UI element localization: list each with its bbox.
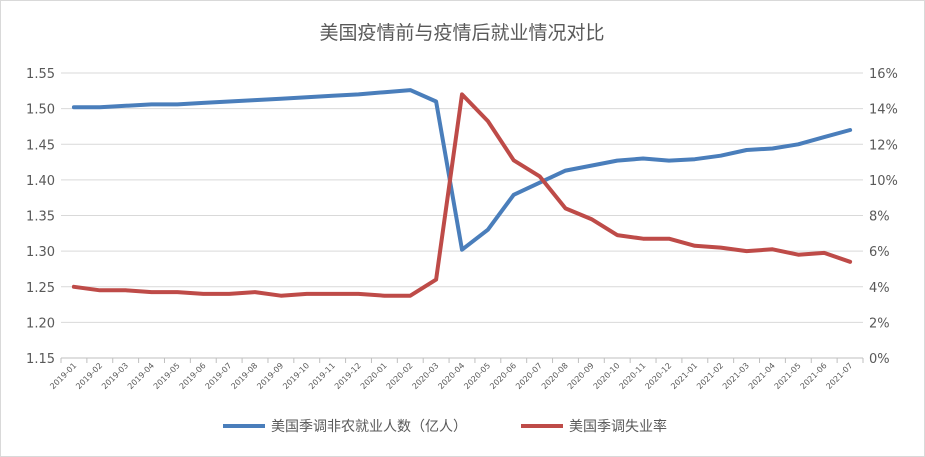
x-tick-label: 2021-02 <box>695 361 725 391</box>
series-line-employment <box>71 88 853 252</box>
y-left-tick-label: 1.20 <box>26 316 55 331</box>
x-tick-label: 2019-07 <box>204 361 234 391</box>
y-right-tick-label: 4% <box>869 281 890 296</box>
legend-label-unemployment: 美国季调失业率 <box>569 418 667 435</box>
y-axis-right: 0% 2% 4% 6% 8% 10% 12% 14% 16% <box>869 67 898 367</box>
x-tick-label: 2019-08 <box>229 361 259 391</box>
x-axis: 2019-012019-022019-032019-042019-052019-… <box>48 357 864 391</box>
x-tick-label: 2020-09 <box>566 361 596 391</box>
x-tick-label: 2020-06 <box>488 361 518 391</box>
y-right-tick-label: 14% <box>869 103 898 118</box>
y-right-tick-label: 0% <box>869 352 890 367</box>
y-right-tick-label: 16% <box>869 67 898 82</box>
y-right-tick-label: 12% <box>869 138 898 153</box>
legend: 美国季调非农就业人数（亿人） 美国季调失业率 <box>223 418 667 435</box>
x-tick-label: 2021-03 <box>721 361 751 391</box>
x-tick-label: 2020-01 <box>359 361 389 391</box>
x-tick-label: 2019-10 <box>281 361 311 391</box>
x-tick-label: 2020-12 <box>643 361 673 391</box>
y-right-tick-label: 6% <box>869 245 890 260</box>
y-right-tick-label: 10% <box>869 174 898 189</box>
x-tick-label: 2020-08 <box>540 361 570 391</box>
x-tick-label: 2020-03 <box>411 361 441 391</box>
x-tick-label: 2019-06 <box>178 361 208 391</box>
series-layer <box>71 88 853 298</box>
y-left-tick-label: 1.55 <box>26 67 55 82</box>
x-tick-label: 2021-05 <box>773 361 803 391</box>
x-tick-label: 2021-04 <box>747 361 777 391</box>
series-line-unemployment <box>71 92 853 298</box>
y-axis-left: 1.15 1.20 1.25 1.30 1.35 1.40 1.45 1.50 1.55 <box>26 67 55 367</box>
y-right-tick-label: 2% <box>869 316 890 331</box>
x-tick-label: 2021-06 <box>799 361 829 391</box>
grid-layer <box>61 72 863 323</box>
x-tick-label: 2019-03 <box>100 361 130 391</box>
x-tick-label: 2019-02 <box>74 361 104 391</box>
x-tick-label: 2019-09 <box>255 361 285 391</box>
x-tick-label: 2020-11 <box>618 361 648 391</box>
y-left-tick-label: 1.35 <box>26 210 55 225</box>
x-tick-label: 2020-07 <box>514 361 544 391</box>
y-left-tick-label: 1.40 <box>26 174 55 189</box>
x-tick-label: 2021-07 <box>824 361 854 391</box>
y-left-tick-label: 1.15 <box>26 352 55 367</box>
x-tick-label: 2019-05 <box>152 361 182 391</box>
y-left-tick-label: 1.45 <box>26 138 55 153</box>
x-tick-label: 2020-10 <box>592 361 622 391</box>
y-left-tick-label: 1.25 <box>26 281 55 296</box>
x-tick-label: 2020-04 <box>436 361 466 391</box>
y-right-tick-label: 8% <box>869 210 890 225</box>
x-tick-label: 2019-04 <box>126 361 156 391</box>
y-left-tick-label: 1.30 <box>26 245 55 260</box>
x-tick-label: 2020-02 <box>385 361 415 391</box>
y-left-tick-label: 1.50 <box>26 103 55 118</box>
chart-title: 美国疫情前与疫情后就业情况对比 <box>319 22 604 44</box>
legend-label-employment: 美国季调非农就业人数（亿人） <box>271 419 467 435</box>
x-tick-label: 2019-12 <box>333 361 363 391</box>
x-tick-label: 2021-01 <box>669 361 699 391</box>
x-tick-label: 2020-05 <box>462 361 492 391</box>
x-tick-label: 2019-11 <box>307 361 337 391</box>
